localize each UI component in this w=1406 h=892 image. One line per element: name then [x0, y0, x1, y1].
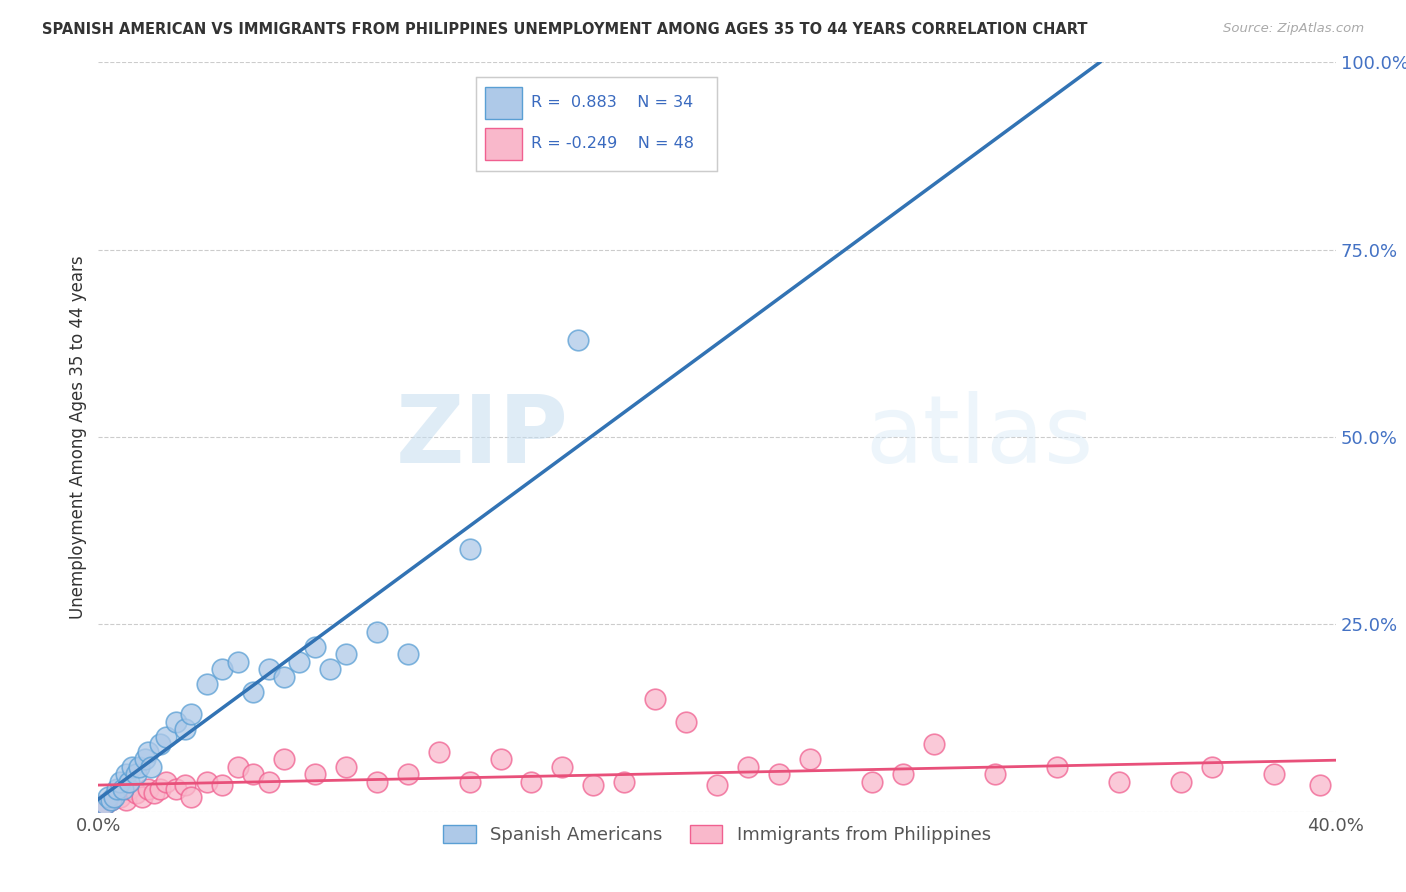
Point: [613, 774, 636, 789]
Point: [458, 542, 481, 557]
Point: [195, 774, 218, 789]
Point: [1201, 760, 1223, 774]
Point: [567, 333, 589, 347]
Point: [136, 745, 159, 759]
Point: [136, 782, 159, 797]
Point: [100, 793, 122, 807]
Point: [155, 730, 177, 744]
Point: [103, 789, 125, 804]
Point: [335, 760, 357, 774]
Point: [706, 779, 728, 793]
Point: [1170, 774, 1192, 789]
Point: [288, 655, 311, 669]
Point: [139, 760, 162, 774]
Point: [165, 782, 187, 797]
Point: [124, 767, 146, 781]
Point: [257, 662, 280, 676]
Point: [105, 782, 128, 797]
Text: atlas: atlas: [866, 391, 1094, 483]
Point: [891, 767, 914, 781]
Point: [396, 767, 419, 781]
Point: [121, 760, 143, 774]
Point: [211, 662, 233, 676]
Point: [551, 760, 574, 774]
Text: Source: ZipAtlas.com: Source: ZipAtlas.com: [1223, 22, 1364, 36]
Point: [257, 774, 280, 789]
Point: [582, 779, 605, 793]
Point: [799, 752, 821, 766]
Point: [195, 677, 218, 691]
Point: [242, 767, 264, 781]
Point: [93, 797, 115, 812]
Point: [489, 752, 512, 766]
Point: [396, 648, 419, 662]
Point: [115, 767, 138, 781]
Point: [226, 760, 249, 774]
Point: [174, 779, 197, 793]
Point: [675, 714, 697, 729]
Point: [115, 793, 138, 807]
Point: [520, 774, 543, 789]
Point: [131, 789, 153, 804]
Point: [335, 648, 357, 662]
Point: [149, 737, 172, 751]
Point: [273, 670, 295, 684]
Point: [366, 774, 388, 789]
Point: [108, 774, 131, 789]
Text: ZIP: ZIP: [395, 391, 568, 483]
Point: [97, 789, 120, 804]
Point: [922, 737, 945, 751]
Point: [93, 797, 115, 812]
Point: [118, 774, 141, 789]
Point: [100, 793, 122, 807]
Point: [180, 789, 202, 804]
Point: [458, 774, 481, 789]
Point: [211, 779, 233, 793]
Point: [103, 789, 125, 804]
Point: [1046, 760, 1069, 774]
Point: [273, 752, 295, 766]
Point: [860, 774, 883, 789]
Point: [1263, 767, 1285, 781]
Point: [427, 745, 450, 759]
Point: [319, 662, 342, 676]
Point: [644, 692, 666, 706]
Point: [112, 782, 135, 797]
Point: [118, 782, 141, 797]
Point: [1108, 774, 1130, 789]
Point: [174, 723, 197, 737]
Point: [366, 624, 388, 639]
Point: [1309, 779, 1331, 793]
Point: [143, 786, 166, 800]
Text: SPANISH AMERICAN VS IMMIGRANTS FROM PHILIPPINES UNEMPLOYMENT AMONG AGES 35 TO 44: SPANISH AMERICAN VS IMMIGRANTS FROM PHIL…: [42, 22, 1088, 37]
Point: [124, 786, 146, 800]
Point: [134, 752, 156, 766]
Y-axis label: Unemployment Among Ages 35 to 44 years: Unemployment Among Ages 35 to 44 years: [69, 255, 87, 619]
Point: [984, 767, 1007, 781]
Point: [128, 760, 150, 774]
Point: [226, 655, 249, 669]
Point: [165, 714, 187, 729]
Point: [304, 767, 326, 781]
Point: [149, 782, 172, 797]
Point: [180, 707, 202, 722]
Point: [737, 760, 759, 774]
Point: [768, 767, 790, 781]
Point: [304, 640, 326, 654]
Point: [108, 789, 131, 804]
Legend: Spanish Americans, Immigrants from Philippines: Spanish Americans, Immigrants from Phili…: [436, 818, 998, 851]
Point: [155, 774, 177, 789]
Point: [242, 685, 264, 699]
